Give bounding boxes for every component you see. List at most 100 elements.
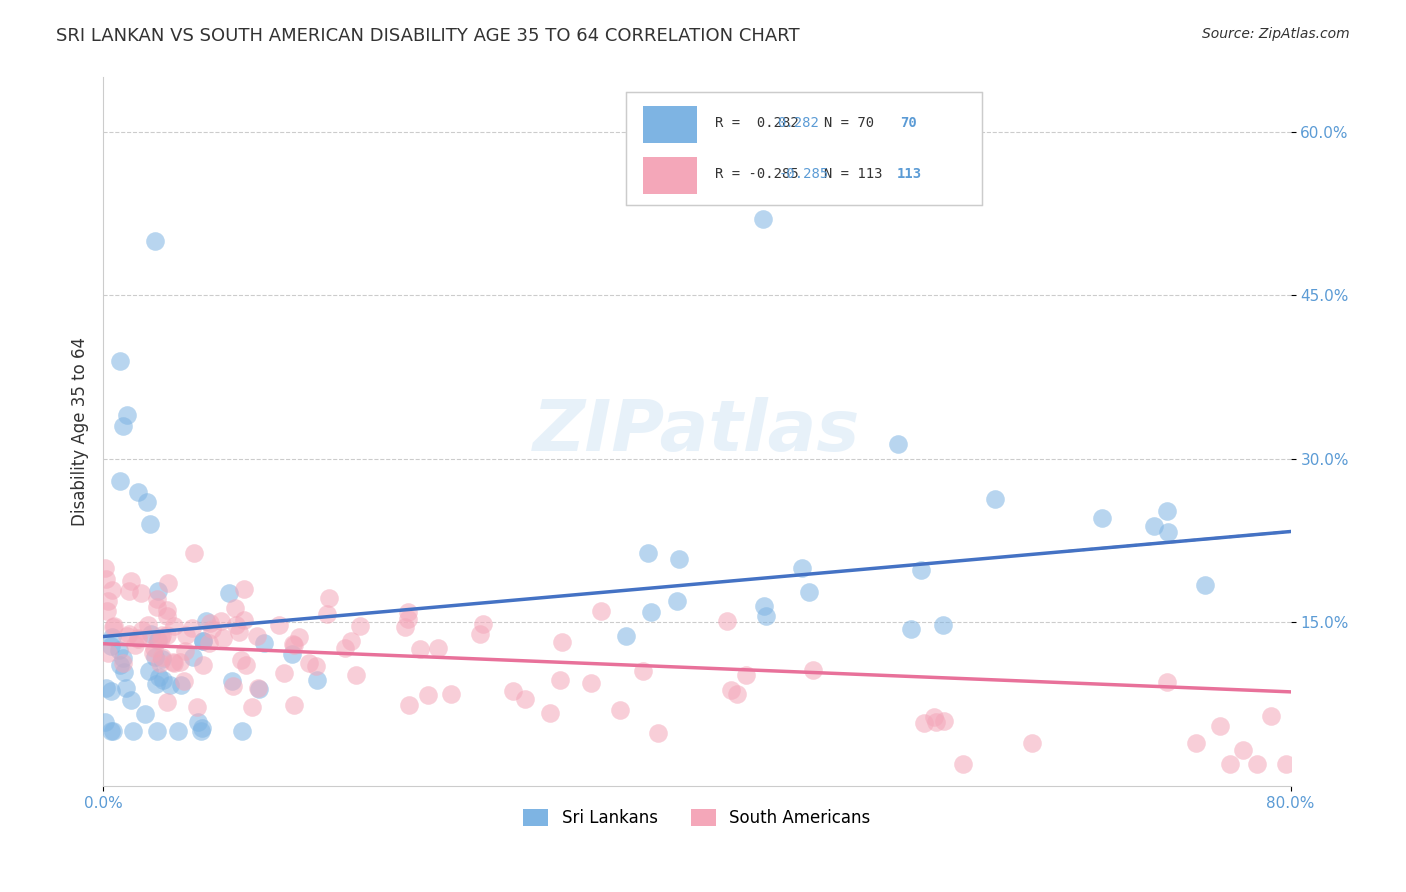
Point (170, 678, 193, 692)
Point (281, 648, 304, 662)
Point (94, 561, 117, 575)
Point (910, 563, 932, 577)
Point (246, 629, 269, 643)
Point (418, 689, 440, 703)
Point (143, 649, 166, 664)
Point (117, 627, 139, 641)
Point (1208, 719, 1230, 733)
Point (120, 574, 142, 588)
Point (396, 605, 419, 619)
Point (150, 652, 173, 666)
Point (952, 756, 974, 771)
Point (111, 656, 134, 670)
Point (502, 684, 524, 698)
Point (94, 715, 117, 730)
Point (797, 585, 820, 599)
Point (139, 627, 162, 641)
Point (187, 714, 209, 729)
Point (138, 517, 160, 532)
Point (225, 618, 247, 632)
Point (156, 628, 179, 642)
Point (134, 707, 156, 722)
Point (103, 619, 125, 633)
Point (253, 635, 276, 649)
Point (169, 655, 191, 669)
Point (103, 619, 125, 633)
Point (231, 724, 253, 739)
Point (101, 724, 124, 739)
Point (1091, 510, 1114, 524)
Point (340, 634, 363, 648)
Point (131, 624, 153, 638)
Point (201, 622, 224, 636)
Point (349, 619, 371, 633)
Point (790, 560, 813, 574)
Point (472, 616, 495, 631)
Point (100, 724, 122, 739)
Point (131, 586, 153, 600)
Point (720, 683, 742, 698)
Point (513, 691, 536, 706)
Point (108, 474, 131, 488)
Point (752, 599, 775, 614)
Point (156, 695, 179, 709)
Point (640, 605, 662, 619)
Point (110, 353, 132, 368)
Point (148, 670, 170, 684)
Text: ZIPatlas: ZIPatlas (533, 397, 860, 467)
Legend: Sri Lankans, South Americans: Sri Lankans, South Americans (516, 803, 877, 834)
Point (191, 634, 214, 648)
Point (609, 703, 631, 717)
Point (1143, 519, 1166, 533)
Point (218, 586, 240, 600)
Point (228, 625, 250, 640)
Point (307, 673, 329, 688)
Point (269, 618, 291, 632)
Point (142, 646, 165, 660)
Point (150, 650, 173, 665)
Point (235, 658, 257, 673)
Point (101, 630, 124, 644)
Y-axis label: Disability Age 35 to 64: Disability Age 35 to 64 (72, 337, 89, 526)
Point (156, 602, 179, 616)
Point (145, 592, 167, 607)
Point (716, 614, 738, 628)
Point (115, 409, 138, 423)
Point (181, 621, 204, 635)
Point (127, 632, 149, 646)
Point (127, 484, 149, 499)
Point (224, 601, 246, 615)
Point (97, 646, 120, 660)
Point (1275, 756, 1298, 771)
Point (111, 419, 134, 434)
Point (191, 722, 214, 736)
Point (887, 437, 910, 451)
Point (1156, 674, 1178, 689)
Point (752, 212, 775, 227)
Point (124, 638, 146, 652)
Point (396, 612, 419, 626)
Point (146, 724, 169, 739)
Point (156, 608, 179, 623)
Point (163, 657, 186, 671)
Point (551, 635, 574, 649)
Point (193, 658, 215, 673)
Point (900, 622, 922, 636)
Point (925, 715, 948, 730)
Point (1232, 743, 1254, 757)
Point (304, 658, 326, 673)
Point (148, 584, 170, 599)
Point (288, 630, 311, 644)
Point (538, 706, 561, 721)
Point (581, 675, 603, 690)
Point (193, 634, 215, 648)
Point (101, 582, 124, 597)
Point (1021, 735, 1043, 749)
Point (112, 665, 135, 679)
Point (589, 604, 612, 618)
Point (240, 699, 263, 714)
Point (318, 591, 340, 606)
Point (394, 620, 416, 634)
Point (1246, 756, 1268, 771)
Point (668, 552, 690, 566)
